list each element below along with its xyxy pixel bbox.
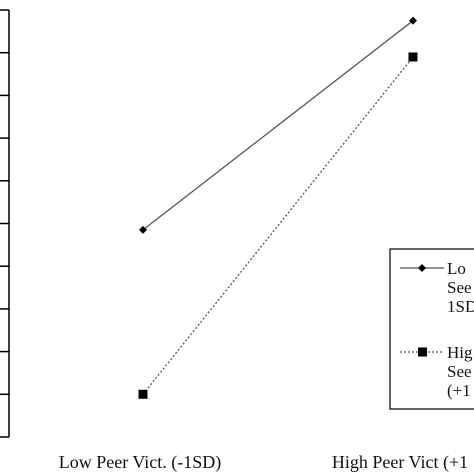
series-line — [142, 20, 414, 231]
legend: Lo See 1SD Hig See (+1 — [389, 248, 474, 410]
series-line — [142, 56, 414, 395]
y-axis — [0, 9, 10, 438]
legend-label-line: Hig — [447, 343, 473, 362]
legend-label-line: (+1 — [447, 381, 471, 400]
legend-label-line: Lo — [447, 259, 466, 278]
x-tick-label: High Peer Vict (+1 — [332, 452, 468, 473]
x-tick-label: Low Peer Vict. (-1SD) — [59, 452, 222, 473]
legend-entry: Hig See (+1 — [400, 343, 473, 400]
data-point-diamond — [409, 16, 417, 25]
data-point-square — [408, 52, 418, 62]
legend-diamond-marker — [418, 264, 426, 272]
y-ticks — [0, 9, 9, 438]
legend-label-line: See — [447, 362, 472, 381]
data-point-diamond — [139, 225, 147, 234]
legend-box — [389, 248, 474, 410]
legend-square-marker — [418, 347, 427, 357]
data-point-square — [138, 389, 148, 399]
series-layer — [138, 16, 418, 399]
series — [138, 52, 418, 399]
legend-label-line: See — [447, 278, 472, 297]
x-axis-labels: Low Peer Vict. (-1SD) High Peer Vict (+1 — [59, 452, 468, 473]
series — [139, 16, 417, 234]
legend-label-line: 1SD — [447, 297, 474, 316]
legend-entry: Lo See 1SD — [400, 259, 474, 316]
